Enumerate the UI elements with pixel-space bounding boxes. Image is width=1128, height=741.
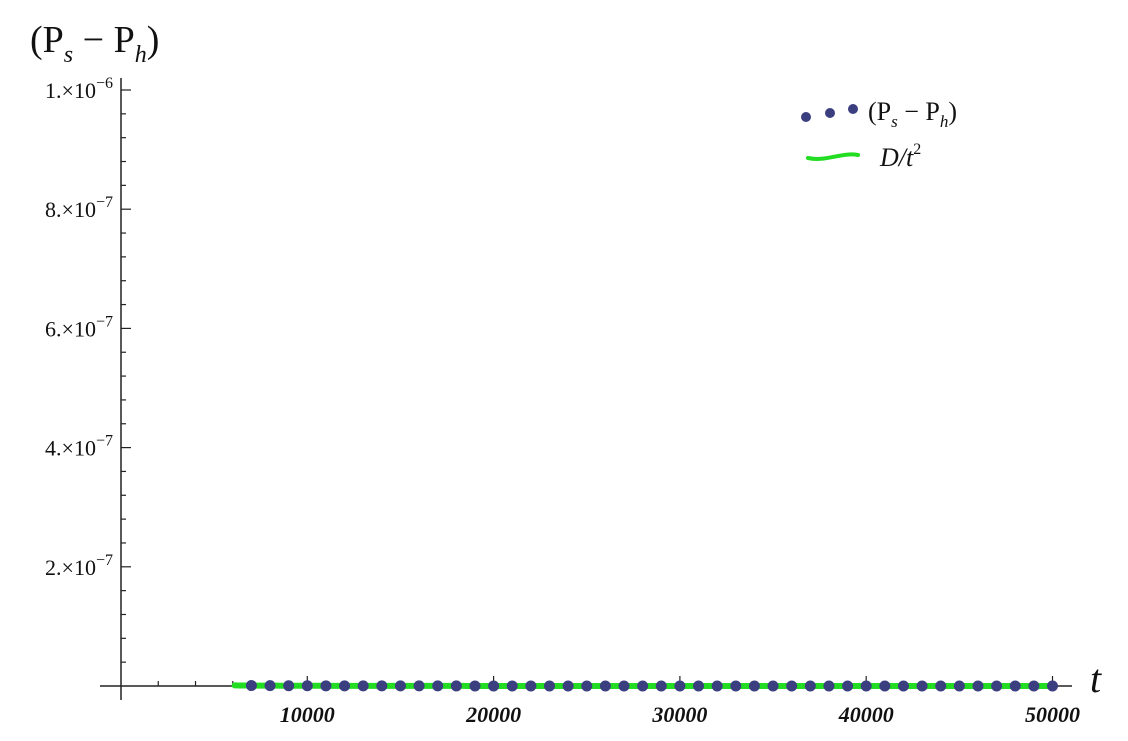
data-point [599,680,611,692]
legend-dot [801,112,811,122]
y-tick-label: 2.×10−7 [45,552,113,580]
x-tick-label: 20000 [465,702,521,727]
legend-label-points: (Ps − Ph) [868,97,957,131]
axis-ticks [121,89,1054,686]
data-point [842,680,854,692]
series-points-ps-minus-ph [245,680,1058,692]
data-point [935,680,947,692]
legend-label-curve: D/t2 [879,141,921,172]
legend-line-swatch [806,152,860,161]
data-point [991,680,1003,692]
legend: (Ps − Ph) D/t2 [801,97,957,172]
data-point [1009,680,1021,692]
legend-dot [825,108,835,118]
data-point [618,680,630,692]
x-tick-label: 30000 [651,702,707,727]
y-tick-label: 1.×10−6 [45,75,113,103]
legend-entry-points: (Ps − Ph) [801,97,957,131]
data-point [637,680,649,692]
data-point [1047,680,1058,692]
data-point [469,680,481,692]
y-tick-label: 4.×10−7 [45,433,113,461]
x-tick-labels: 10000 20000 30000 40000 50000 [280,702,1080,727]
data-point [860,680,872,692]
data-point [1028,680,1040,692]
data-point [879,680,891,692]
data-point [525,680,537,692]
data-point [301,680,313,692]
y-tick-label: 8.×10−7 [45,194,113,222]
data-point [953,680,965,692]
data-point [413,680,425,692]
y-tick-label: 6.×10−7 [45,313,113,341]
data-point [339,680,351,692]
data-point [748,680,760,692]
data-point [897,680,909,692]
data-point [357,680,369,692]
y-axis-title: (Ps − Ph) [30,19,159,68]
data-point [432,680,444,692]
data-point [674,680,686,692]
data-point [581,680,593,692]
data-point [767,680,779,692]
legend-dot [848,104,858,114]
data-point [916,680,928,692]
x-tick-label: 40000 [838,702,894,727]
data-point [264,680,276,692]
data-point [972,680,984,692]
x-tick-label: 10000 [280,702,335,727]
data-point [450,680,462,692]
data-point [283,680,295,692]
data-point [711,680,723,692]
data-point [543,680,555,692]
data-point [786,680,798,692]
x-tick-label: 50000 [1025,702,1080,727]
x-axis-title: t [1090,656,1102,701]
data-point [320,680,332,692]
data-point [562,680,574,692]
y-tick-labels: 2.×10−7 4.×10−7 6.×10−7 8.×10−7 1.×10−6 [45,75,113,580]
data-point [245,680,257,692]
data-point [693,680,705,692]
data-point [823,680,835,692]
data-point [655,680,667,692]
data-point [506,680,518,692]
data-point [804,680,816,692]
data-point [488,680,500,692]
data-point [394,680,406,692]
data-point [376,680,388,692]
legend-entry-curve: D/t2 [806,141,921,172]
data-point [730,680,742,692]
